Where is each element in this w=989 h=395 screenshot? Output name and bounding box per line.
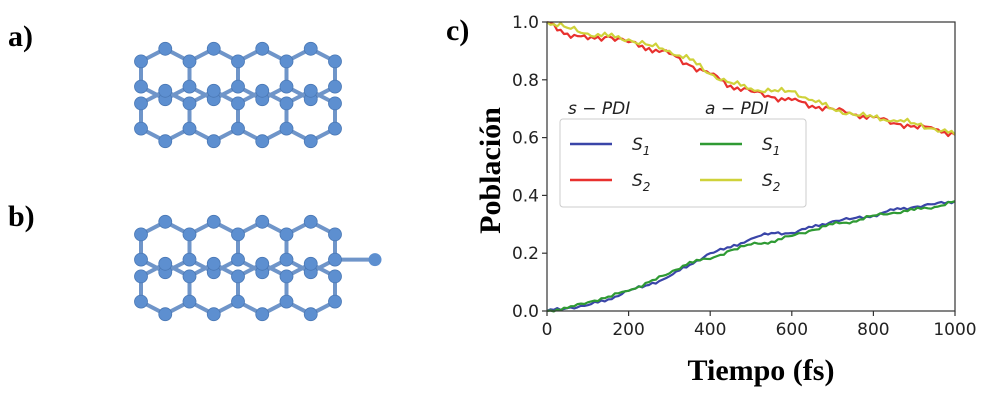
carbon-atom xyxy=(328,96,342,111)
carbon-atom xyxy=(134,121,148,136)
carbon-atom xyxy=(279,79,294,94)
carbon-atom xyxy=(206,134,221,149)
carbon-atom xyxy=(134,227,148,242)
legend-box xyxy=(559,118,807,208)
carbon-atom xyxy=(303,41,318,56)
carbon-atom xyxy=(206,256,221,271)
carbon-atom xyxy=(328,121,342,136)
carbon-atom xyxy=(368,253,382,267)
carbon-atom xyxy=(279,252,294,267)
carbon-atom xyxy=(255,134,270,149)
series-line xyxy=(546,21,956,136)
x-tick-label: 400 xyxy=(694,320,726,340)
carbon-atom xyxy=(158,83,173,98)
carbon-atom xyxy=(255,83,270,98)
series-line xyxy=(546,200,956,312)
panel-label-a: a) xyxy=(8,20,33,53)
carbon-atom xyxy=(158,307,173,322)
carbon-atom xyxy=(255,256,270,271)
carbon-atom xyxy=(182,121,197,136)
legend-group-label: a − PDI xyxy=(705,99,769,119)
carbon-atom xyxy=(206,307,221,322)
carbon-atom xyxy=(158,134,173,149)
carbon-atom xyxy=(231,269,245,284)
ticks-layer: 0 200 400 600 800 1000 0.0 0.2 0.4 0.6 0.8 1.0 xyxy=(512,13,977,340)
carbon-atom xyxy=(328,54,342,69)
carbon-atom xyxy=(206,41,221,56)
carbon-atom xyxy=(279,227,294,242)
x-tick-label: 0 xyxy=(542,320,553,340)
carbon-atom xyxy=(279,294,294,309)
y-tick-label: 0.0 xyxy=(512,302,539,322)
carbon-atom xyxy=(279,96,294,111)
carbon-atom xyxy=(303,256,318,271)
carbon-atom xyxy=(182,96,197,111)
population-chart: 0 200 400 600 800 1000 0.0 0.2 0.4 0.6 0.8 1.0 s − … xyxy=(474,13,977,387)
carbon-atom xyxy=(303,307,318,322)
carbon-atom xyxy=(303,83,318,98)
y-axis-label: Población xyxy=(474,107,507,234)
carbon-atom xyxy=(182,252,197,267)
panel-label-b: b) xyxy=(8,200,35,233)
carbon-atom xyxy=(231,294,245,309)
atom-group xyxy=(134,41,342,149)
series-line xyxy=(546,200,956,313)
carbon-atom xyxy=(134,269,148,284)
carbon-atom xyxy=(231,121,245,136)
carbon-atom xyxy=(255,307,270,322)
x-axis-label: Tiempo (fs) xyxy=(688,354,835,387)
carbon-atom xyxy=(134,252,148,267)
carbon-atom xyxy=(255,41,270,56)
carbon-atom xyxy=(134,79,148,94)
y-tick-label: 0.6 xyxy=(512,129,539,149)
carbon-atom xyxy=(328,79,342,94)
carbon-atom xyxy=(231,96,245,111)
carbon-atom xyxy=(182,227,197,242)
carbon-atom xyxy=(231,227,245,242)
carbon-atom xyxy=(206,83,221,98)
carbon-atom xyxy=(328,294,342,309)
carbon-atom xyxy=(328,269,342,284)
legend-group-label: s − PDI xyxy=(568,99,630,119)
carbon-atom xyxy=(279,54,294,69)
carbon-atom xyxy=(303,134,318,149)
x-tick-label: 1000 xyxy=(933,320,976,340)
carbon-atom xyxy=(231,54,245,69)
carbon-atom xyxy=(279,121,294,136)
y-tick-label: 1.0 xyxy=(512,13,539,33)
carbon-atom xyxy=(182,294,197,309)
carbon-atom xyxy=(182,54,197,69)
y-tick-label: 0.8 xyxy=(512,71,539,91)
x-tick-label: 800 xyxy=(857,320,889,340)
carbon-atom xyxy=(303,214,318,229)
atom-group xyxy=(134,214,382,322)
carbon-atom xyxy=(206,214,221,229)
carbon-atom xyxy=(134,54,148,69)
panel-label-c: c) xyxy=(446,14,470,47)
carbon-atom xyxy=(328,252,342,267)
carbon-atom xyxy=(134,96,148,111)
carbon-atom xyxy=(134,294,148,309)
carbon-atom xyxy=(158,214,173,229)
y-tick-label: 0.2 xyxy=(512,244,539,264)
carbon-atom xyxy=(231,79,245,94)
molecule-b xyxy=(134,214,382,322)
carbon-atom xyxy=(158,41,173,56)
series-layer xyxy=(546,20,956,313)
x-tick-label: 200 xyxy=(612,320,644,340)
carbon-atom xyxy=(279,269,294,284)
molecule-a xyxy=(134,41,342,149)
y-tick-label: 0.4 xyxy=(512,186,539,206)
carbon-atom xyxy=(255,214,270,229)
x-tick-label: 600 xyxy=(776,320,808,340)
plot-frame xyxy=(546,21,956,312)
carbon-atom xyxy=(182,79,197,94)
carbon-atom xyxy=(158,256,173,271)
carbon-atom xyxy=(182,269,197,284)
carbon-atom xyxy=(231,252,245,267)
series-line xyxy=(546,20,956,138)
carbon-atom xyxy=(328,227,342,242)
